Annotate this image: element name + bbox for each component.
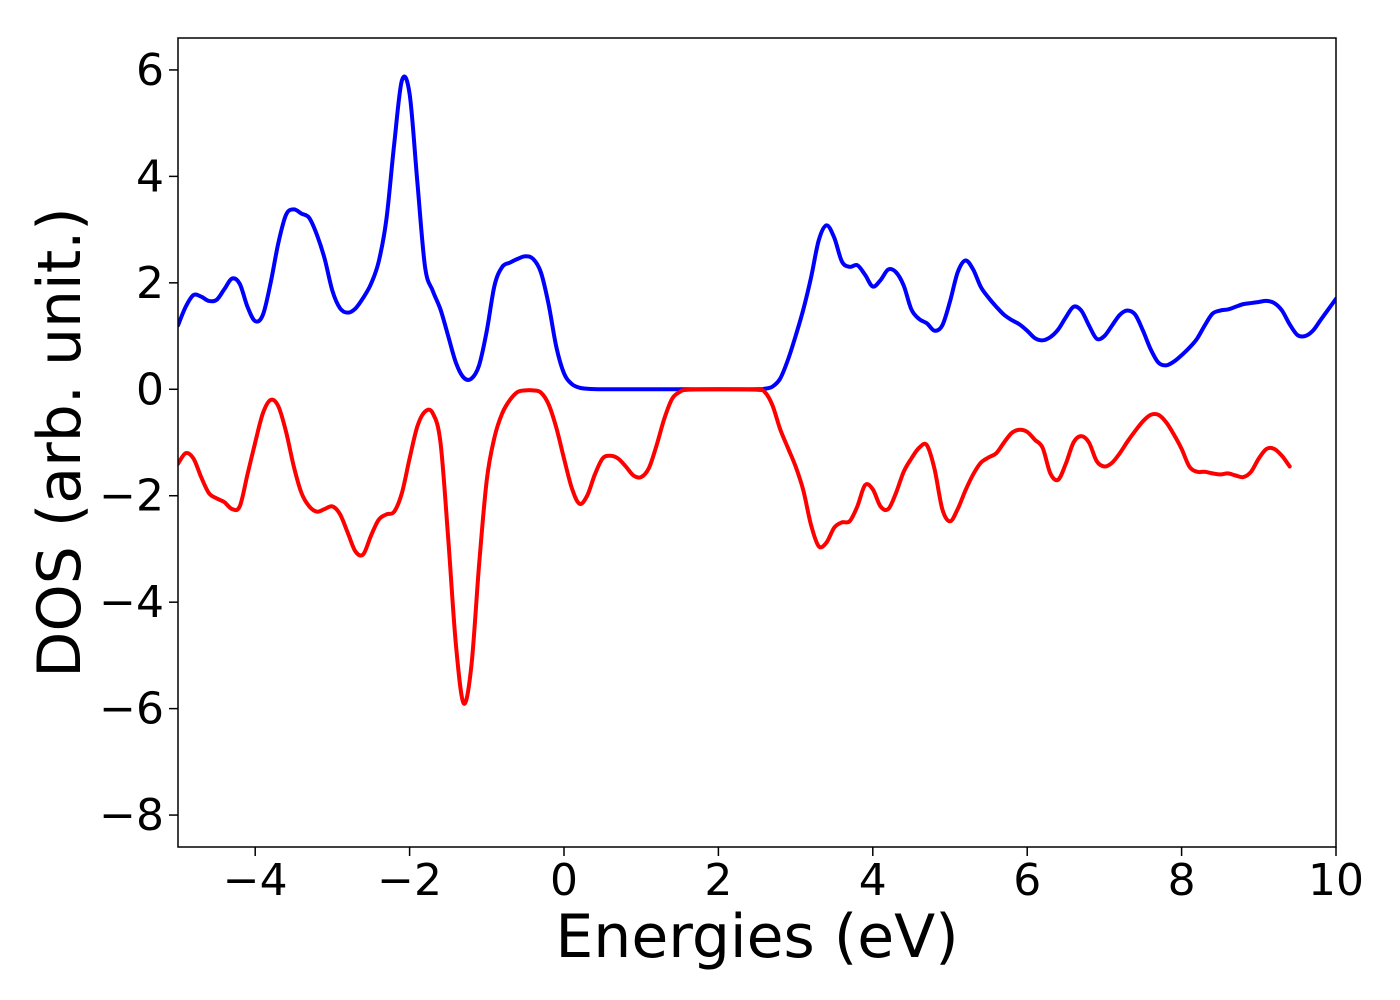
y-tick-label: −8 (99, 790, 164, 841)
x-tick-label: 6 (1013, 855, 1041, 906)
x-tick-label: 4 (859, 855, 887, 906)
x-axis-ticks: −4 −2 0 2 4 6 8 10 (223, 847, 1364, 906)
y-axis-ticks: 6 4 2 0 −2 −4 −6 −8 (99, 45, 178, 841)
x-tick-label: 10 (1308, 855, 1364, 906)
x-tick-label: −4 (223, 855, 288, 906)
y-axis-title: DOS (arb. unit.) (25, 207, 95, 677)
plot-frame (177, 37, 1337, 848)
y-tick-label: −2 (99, 471, 164, 522)
y-tick-label: 2 (136, 258, 164, 309)
x-tick-label: 2 (704, 855, 732, 906)
y-tick-label: 0 (136, 364, 164, 415)
y-tick-label: 6 (136, 45, 164, 96)
y-tick-label: −4 (99, 577, 164, 628)
x-tick-label: 0 (550, 855, 578, 906)
series-line-blue (178, 74, 1336, 392)
y-tick-label: −6 (99, 684, 164, 735)
series-line-red (178, 387, 1292, 706)
x-tick-label: 8 (1168, 855, 1196, 906)
series-layer (178, 74, 1336, 706)
x-tick-label: −2 (377, 855, 442, 906)
x-axis-title: Energies (eV) (555, 902, 958, 972)
y-tick-label: 4 (136, 151, 164, 202)
